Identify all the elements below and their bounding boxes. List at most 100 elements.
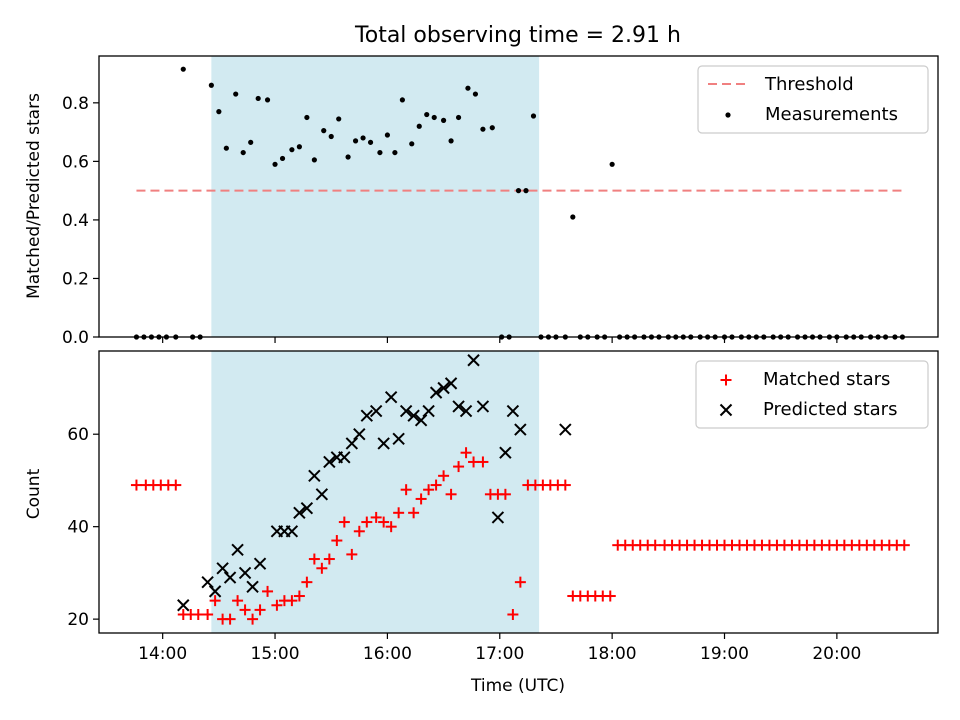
bottom-y-axis-label: Count — [24, 468, 44, 519]
y-tick-label: 0.0 — [62, 328, 89, 348]
measurement-point — [360, 135, 366, 141]
legend-predicted-swatch — [719, 403, 733, 417]
matched-star-point — [898, 539, 910, 551]
top-shaded-interval — [211, 56, 540, 337]
measurement-point — [336, 116, 342, 122]
matched-star-point — [254, 604, 266, 616]
measurement-point — [416, 123, 422, 129]
measurement-point — [216, 109, 222, 115]
y-tick-label: 0.4 — [62, 211, 89, 231]
x-tick-label: 20:00 — [812, 644, 861, 664]
legend-threshold-label: Threshold — [764, 74, 854, 95]
legend-measurement-swatch — [725, 112, 731, 118]
y-tick-label: 40 — [67, 518, 89, 538]
predicted-star-point — [231, 543, 244, 556]
measurement-point — [264, 97, 271, 103]
x-tick-label: 16:00 — [363, 644, 412, 664]
measurement-point — [440, 117, 447, 123]
matched-star-point — [192, 609, 204, 621]
measurement-point — [233, 91, 239, 97]
matched-star-point — [604, 590, 616, 602]
predicted-star-point — [437, 381, 450, 395]
measurement-point — [465, 85, 471, 91]
matched-star-point — [271, 599, 283, 611]
measurement-point — [609, 161, 615, 167]
matched-star-point — [415, 493, 427, 505]
measurement-point — [289, 147, 295, 153]
legend-matched-marker — [720, 374, 732, 386]
top-plot-frame — [98, 55, 939, 338]
count-points — [130, 354, 910, 625]
matched-star-point — [393, 507, 405, 519]
measurement-point — [321, 128, 327, 134]
measurement-points — [133, 66, 906, 340]
predicted-star-point — [384, 391, 398, 404]
x-tick-label: 15:00 — [251, 644, 300, 664]
matched-star-point — [477, 456, 489, 468]
measurement-point — [409, 141, 415, 147]
predicted-star-point — [399, 404, 413, 418]
measurement-point — [367, 139, 374, 145]
bottom-shaded-interval — [211, 351, 540, 633]
matched-star-point — [239, 604, 251, 616]
matched-star-point — [385, 521, 397, 533]
predicted-star-point — [514, 423, 527, 436]
x-tick-label: 17:00 — [475, 644, 524, 664]
predicted-star-point — [499, 446, 512, 459]
matched-star-point — [423, 484, 435, 496]
matched-star-point — [559, 479, 571, 491]
measurement-point — [279, 155, 286, 162]
measurement-point — [384, 132, 391, 138]
y-tick-label: 0.8 — [62, 94, 89, 114]
measurement-point — [352, 138, 359, 144]
top-panel: 0.00.20.40.60.8 Matched/Predicted stars … — [24, 55, 939, 348]
matched-star-point — [514, 576, 526, 588]
predicted-star-point — [392, 432, 405, 446]
x-tick-label: 19:00 — [700, 644, 749, 664]
predicted-star-point — [253, 557, 267, 570]
matched-star-point — [378, 516, 390, 528]
measurement-point — [180, 66, 186, 72]
measurement-point — [480, 126, 486, 132]
matched-star-point — [430, 479, 442, 491]
predicted-star-point — [506, 404, 520, 418]
matched-star-point — [445, 488, 457, 500]
matched-star-point — [346, 548, 358, 560]
predicted-star-point — [246, 580, 259, 593]
legend-predicted-marker — [719, 403, 733, 417]
predicted-star-point — [353, 428, 366, 441]
measurement-point — [208, 82, 214, 88]
measurement-point — [272, 161, 278, 167]
predicted-star-point — [452, 400, 465, 413]
legend-matched-label: Matched stars — [763, 369, 890, 390]
matched-star-point — [499, 488, 511, 500]
measurement-point — [530, 113, 537, 119]
measurement-point — [399, 97, 405, 103]
predicted-star-point — [201, 575, 214, 589]
predicted-star-point — [315, 488, 329, 501]
measurement-point — [377, 149, 383, 156]
predicted-star-point — [414, 414, 428, 427]
measurement-point — [328, 133, 334, 140]
matched-star-point — [202, 609, 214, 621]
predicted-star-point — [407, 409, 420, 422]
predicted-star-point — [216, 562, 229, 575]
measurement-point — [489, 125, 495, 131]
matched-star-point — [460, 447, 472, 459]
predicted-star-point — [285, 525, 299, 538]
measurement-point — [523, 188, 529, 194]
measurement-point — [311, 157, 317, 163]
y-tick-label: 0.2 — [62, 269, 89, 289]
predicted-star-point — [429, 386, 443, 399]
predicted-star-point — [459, 404, 473, 418]
matched-star-point — [453, 461, 465, 473]
predicted-star-point — [360, 409, 374, 422]
measurement-point — [240, 149, 246, 156]
bottom-plot-frame — [98, 350, 939, 634]
measurement-point — [345, 154, 351, 160]
bottom-panel: 14:00 15:00 16:00 17:00 18:00 19:00 20:00 20 40… — [24, 350, 939, 696]
measurement-point — [472, 91, 479, 97]
matched-star-point — [308, 553, 320, 565]
matched-star-point — [338, 516, 350, 528]
